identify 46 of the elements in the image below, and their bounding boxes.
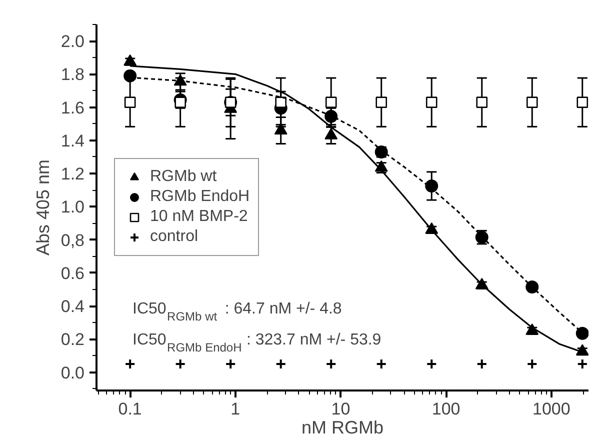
point xyxy=(124,96,136,108)
x-tick-label: 1 xyxy=(230,400,240,418)
legend-label: RGMb wt xyxy=(150,168,217,186)
point xyxy=(576,326,588,340)
point xyxy=(426,358,438,370)
point xyxy=(426,96,438,108)
point xyxy=(376,358,387,370)
y-tick-label: 1.2 xyxy=(60,164,85,184)
point xyxy=(325,96,337,108)
y-tick-label: 1.4 xyxy=(60,131,85,150)
y-tick-label: 1.6 xyxy=(60,98,85,118)
point xyxy=(275,358,286,370)
point xyxy=(124,358,136,370)
point xyxy=(576,358,588,370)
point xyxy=(225,358,236,370)
point xyxy=(526,96,538,108)
y-tick-label: 2.0 xyxy=(60,32,85,52)
point xyxy=(425,179,438,192)
legend-label: RGMb EndoH xyxy=(150,188,250,206)
point xyxy=(526,280,539,294)
point xyxy=(326,358,337,370)
point xyxy=(174,96,186,108)
point xyxy=(576,96,588,108)
x-tick-label: 0.1 xyxy=(118,400,142,418)
y-tick-label: 0.6 xyxy=(60,264,85,283)
y-tick-label: 0.2 xyxy=(60,330,85,350)
point xyxy=(376,96,388,108)
point xyxy=(476,96,488,108)
y-tick-label: 1.0 xyxy=(60,198,85,217)
point xyxy=(124,69,137,82)
legend-label: control xyxy=(150,228,198,246)
point xyxy=(476,358,488,370)
legend-label: 10 nM BMP-2 xyxy=(150,208,248,226)
y-tick-label: 0,8 xyxy=(60,230,85,250)
x-tick-label: 10 xyxy=(331,400,350,418)
y-tick-label: 0.4 xyxy=(60,297,85,316)
point xyxy=(174,358,186,370)
point xyxy=(275,96,286,108)
x-tick-label: 1000 xyxy=(532,400,570,418)
x-axis-title: nM RGMb xyxy=(301,418,384,438)
y-tick-label: 0.0 xyxy=(60,363,85,382)
x-tick-label: 100 xyxy=(432,400,460,418)
y-tick-label: 1.8 xyxy=(60,65,85,84)
point xyxy=(174,74,187,86)
point xyxy=(526,358,538,370)
y-axis-title: Abs 405 nm xyxy=(32,159,53,256)
